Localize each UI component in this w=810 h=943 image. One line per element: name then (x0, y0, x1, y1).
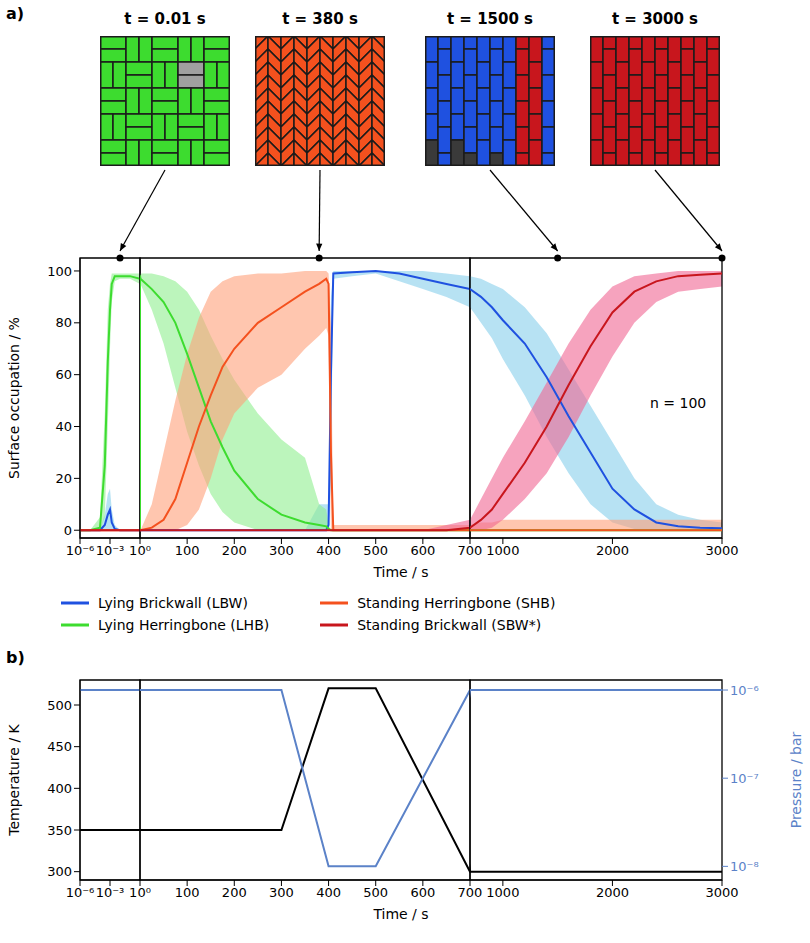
svg-text:3000: 3000 (705, 543, 738, 558)
html-text:b): b) (6, 648, 25, 667)
svg-text:700: 700 (458, 885, 483, 900)
html-text:Standing Herringbone (SHB): Standing Herringbone (SHB) (357, 595, 556, 611)
svg-text:20: 20 (55, 471, 72, 486)
html-text:n = 100: n = 100 (650, 395, 707, 412)
svg-text:300: 300 (269, 885, 294, 900)
svg-text:100: 100 (175, 543, 200, 558)
html-text:t = 380 s: t = 380 s (282, 10, 358, 28)
svg-text:600: 600 (410, 543, 435, 558)
svg-text:1000: 1000 (486, 543, 519, 558)
svg-text:400: 400 (316, 543, 341, 558)
svg-text:450: 450 (47, 739, 72, 754)
svg-text:350: 350 (47, 823, 72, 838)
svg-text:10⁻³: 10⁻³ (96, 543, 125, 558)
svg-text:100: 100 (175, 885, 200, 900)
html-text:Time / s: Time / s (373, 906, 429, 922)
svg-text:700: 700 (458, 543, 483, 558)
svg-text:10⁻³: 10⁻³ (96, 885, 125, 900)
html-text:t = 1500 s: t = 1500 s (447, 10, 533, 28)
html-text:Time / s: Time / s (373, 564, 429, 580)
svg-text:10⁻⁷: 10⁻⁷ (730, 771, 759, 786)
svg-text:2000: 2000 (596, 543, 629, 558)
svg-text:400: 400 (316, 885, 341, 900)
svg-text:10⁰: 10⁰ (129, 885, 151, 900)
svg-text:300: 300 (269, 543, 294, 558)
svg-text:40: 40 (55, 419, 72, 434)
svg-text:3000: 3000 (705, 885, 738, 900)
svg-text:10⁻⁸: 10⁻⁸ (730, 859, 759, 874)
svg-text:500: 500 (47, 698, 72, 713)
svg-text:500: 500 (363, 543, 388, 558)
html-text:t = 3000 s: t = 3000 s (612, 10, 698, 28)
svg-text:80: 80 (55, 315, 72, 330)
html-text:Lying Herringbone (LHB): Lying Herringbone (LHB) (98, 617, 270, 633)
svg-text:100: 100 (47, 264, 72, 279)
svg-text:10⁰: 10⁰ (129, 543, 151, 558)
svg-text:2000: 2000 (596, 885, 629, 900)
svg-text:200: 200 (222, 543, 247, 558)
svg-text:400: 400 (47, 781, 72, 796)
svg-text:10⁻⁶: 10⁻⁶ (730, 683, 759, 698)
svg-text:0: 0 (64, 523, 72, 538)
svg-text:10⁻⁶: 10⁻⁶ (66, 885, 95, 900)
svg-text:200: 200 (222, 885, 247, 900)
html-text:Standing Brickwall (SBW*): Standing Brickwall (SBW*) (357, 617, 542, 633)
svg-text:600: 600 (410, 885, 435, 900)
svg-text:10⁻⁶: 10⁻⁶ (66, 543, 95, 558)
svg-text:500: 500 (363, 885, 388, 900)
html-text:Temperature / K: Temperature / K (6, 724, 22, 836)
html-text:t = 0.01 s: t = 0.01 s (124, 10, 206, 28)
html-text:Lying Brickwall (LBW): Lying Brickwall (LBW) (98, 595, 248, 611)
html-text:a): a) (6, 4, 25, 23)
html-text:Pressure / bar: Pressure / bar (788, 731, 804, 829)
svg-text:1000: 1000 (486, 885, 519, 900)
svg-text:60: 60 (55, 367, 72, 382)
html-text:Surface occupation / %: Surface occupation / % (6, 317, 22, 479)
svg-text:300: 300 (47, 864, 72, 879)
